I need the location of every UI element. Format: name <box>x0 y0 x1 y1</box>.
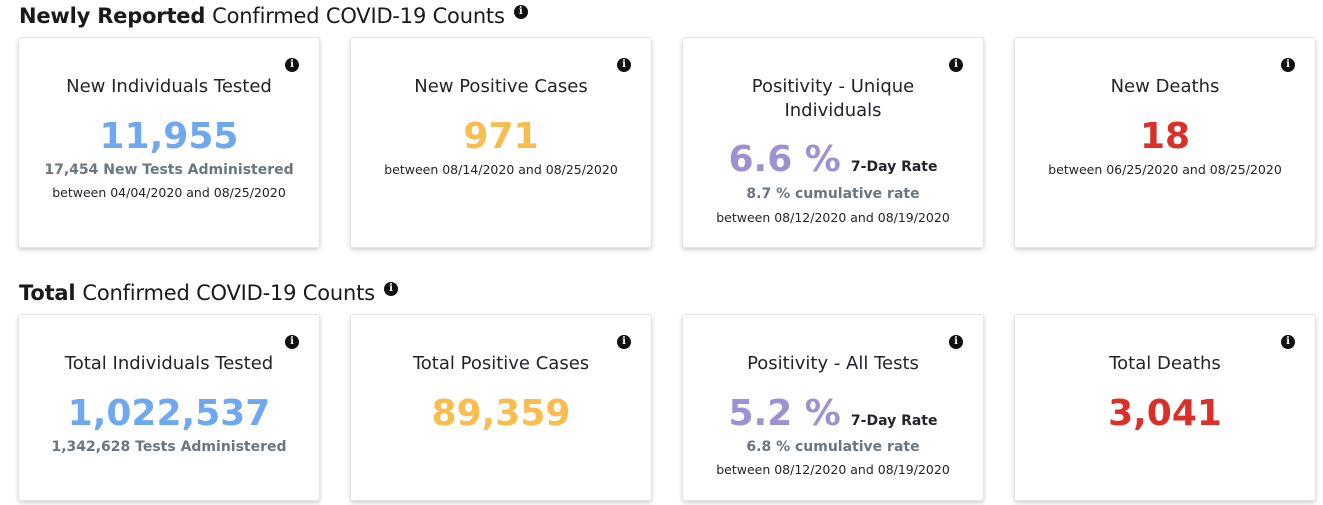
heading-rest: Confirmed COVID-19 Counts <box>212 4 505 28</box>
date-range: between 08/12/2020 and 08/19/2020 <box>716 462 950 477</box>
rate-tag: 7-Day Rate <box>850 413 938 429</box>
heading-strong: Newly Reported <box>19 4 206 28</box>
card-title: Total Deaths <box>1109 353 1221 374</box>
card-value: 1,022,537 <box>67 393 271 434</box>
card-value: 971 <box>463 116 539 157</box>
card-new-deaths: i New Deaths 18 between 06/25/2020 and 0… <box>1014 37 1316 248</box>
rate-line: 5.2 % 7-Day Rate <box>683 394 983 434</box>
info-icon[interactable]: i <box>617 335 631 349</box>
info-icon[interactable]: i <box>285 335 299 349</box>
card-value: 89,359 <box>431 393 571 434</box>
card-new-positive-cases: i New Positive Cases 971 between 08/14/2… <box>350 37 652 248</box>
info-icon[interactable]: i <box>949 335 963 349</box>
info-icon[interactable]: i <box>949 58 963 72</box>
card-total-individuals-tested: i Total Individuals Tested 1,022,537 1,3… <box>18 314 320 501</box>
card-total-positive-cases: i Total Positive Cases 89,359 <box>350 314 652 501</box>
card-value: 3,041 <box>1108 393 1222 434</box>
info-icon[interactable]: i <box>1281 335 1295 349</box>
card-value: 5.2 % <box>728 393 841 434</box>
card-value: 11,955 <box>99 116 239 157</box>
rate-line: 6.6 % 7-Day Rate <box>683 140 983 180</box>
info-icon[interactable]: i <box>383 282 398 296</box>
total-heading: Total Confirmed COVID-19 Counts i <box>19 281 398 305</box>
date-range: between 06/25/2020 and 08/25/2020 <box>1048 162 1282 177</box>
card-title: Positivity - Unique Individuals <box>751 76 915 121</box>
info-icon[interactable]: i <box>617 58 631 72</box>
card-subtitle: 6.8 % cumulative rate <box>746 439 920 455</box>
card-title: Positivity - All Tests <box>747 353 919 374</box>
info-icon[interactable]: i <box>1281 58 1295 72</box>
newly-reported-heading: Newly Reported Confirmed COVID-19 Counts… <box>19 4 528 28</box>
card-new-individuals-tested: i New Individuals Tested 11,955 17,454 N… <box>18 37 320 248</box>
date-range: between 08/12/2020 and 08/19/2020 <box>716 210 950 225</box>
card-title: New Individuals Tested <box>66 76 272 97</box>
card-value: 6.6 % <box>728 139 841 180</box>
card-title: Total Positive Cases <box>412 353 590 374</box>
heading-strong: Total <box>19 281 76 305</box>
card-total-deaths: i Total Deaths 3,041 <box>1014 314 1316 501</box>
rate-tag: 7-Day Rate <box>850 159 938 175</box>
card-subtitle: 1,342,628 Tests Administered <box>51 439 287 455</box>
card-positivity-all-tests: i Positivity - All Tests 5.2 % 7-Day Rat… <box>682 314 984 501</box>
card-subtitle: 17,454 New Tests Administered <box>44 162 294 178</box>
card-positivity-unique: i Positivity - Unique Individuals 6.6 % … <box>682 37 984 248</box>
card-title: New Deaths <box>1110 76 1220 97</box>
date-range: between 08/14/2020 and 08/25/2020 <box>384 162 618 177</box>
info-icon[interactable]: i <box>513 5 528 19</box>
card-title: New Positive Cases <box>414 76 588 97</box>
info-icon[interactable]: i <box>285 58 299 72</box>
date-range: between 04/04/2020 and 08/25/2020 <box>52 185 286 200</box>
card-value: 18 <box>1139 116 1191 157</box>
card-subtitle: 8.7 % cumulative rate <box>746 186 920 202</box>
heading-rest: Confirmed COVID-19 Counts <box>82 281 375 305</box>
card-title: Total Individuals Tested <box>64 353 274 374</box>
